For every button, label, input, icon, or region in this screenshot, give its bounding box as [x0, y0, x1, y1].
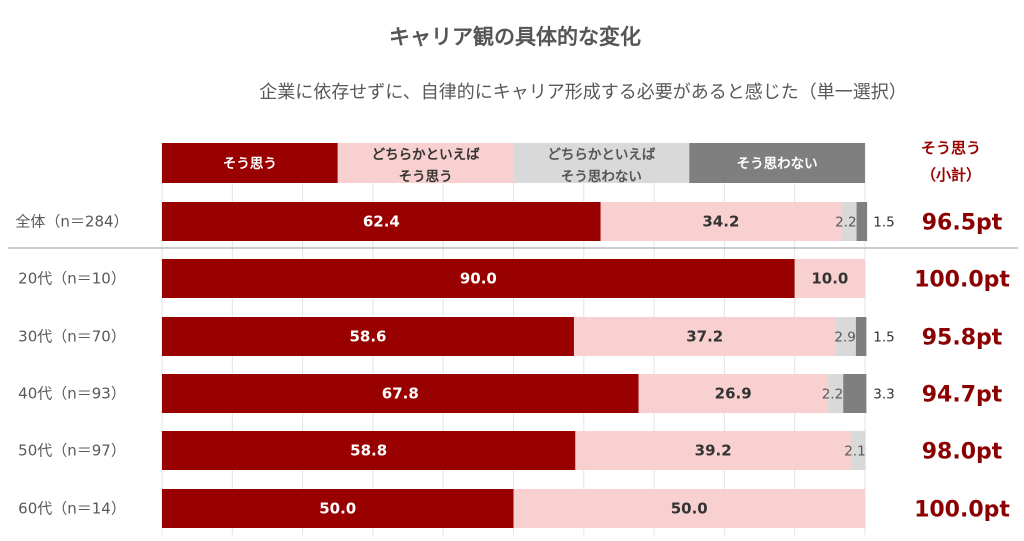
bar-segment — [855, 317, 867, 356]
data-label: 34.2 — [702, 213, 739, 231]
data-label: 10.0 — [811, 270, 848, 288]
data-label: 90.0 — [460, 270, 497, 288]
legend-label: そう思う — [223, 156, 277, 172]
bar-segment — [841, 202, 857, 241]
category-label: 30代（n＝70） — [18, 328, 126, 346]
bar-segment — [835, 317, 856, 356]
legend-swatch — [513, 143, 690, 183]
bar-segment — [600, 202, 842, 241]
legend-label: そう思わない — [737, 156, 818, 172]
subtotal-header-label: そう思う — [921, 139, 981, 157]
bar-segment — [162, 202, 601, 241]
bar-segment — [843, 374, 867, 413]
bar-segment — [856, 202, 868, 241]
category-label: 40代（n＝93） — [18, 385, 126, 403]
legend-label: そう思う — [399, 169, 453, 185]
category-label: 全体（n＝284） — [15, 213, 128, 231]
subtotal-value: 96.5pt — [922, 211, 1003, 236]
legend-swatch — [337, 143, 514, 183]
bar-row: 全体（n＝284） 62.4 34.2 2.2 1.5 96.5pt — [15, 202, 1003, 241]
legend-label: どちらかといえば — [372, 147, 480, 163]
chart-subtitle: 企業に依存せずに、自律的にキャリア形成する必要があると感じた（単一選択） — [259, 82, 906, 103]
bar-segment — [573, 317, 836, 356]
data-label: 58.6 — [349, 328, 386, 346]
subtotal-header: そう思う （小計） — [921, 139, 981, 184]
bar-row: 20代（n＝10） 90.0 10.0 100.0pt — [18, 259, 1010, 298]
legend-swatch — [162, 143, 338, 183]
bar-segment — [794, 259, 865, 298]
bar-segment — [162, 489, 514, 528]
bar-row: 50代（n＝97） 58.8 39.2 2.1 98.0pt — [18, 431, 1003, 470]
data-label: 50.0 — [319, 500, 356, 518]
data-label: 2.2 — [835, 215, 856, 231]
data-label: 50.0 — [671, 500, 708, 518]
data-label: 26.9 — [715, 385, 752, 403]
bar-segment — [827, 374, 844, 413]
data-label: 37.2 — [686, 328, 723, 346]
data-label: 58.8 — [350, 442, 387, 460]
bar-segment — [162, 259, 795, 298]
bar-segment — [162, 317, 574, 356]
subtotal-value: 100.0pt — [914, 498, 1010, 523]
bar-row: 30代（n＝70） 58.6 37.2 2.9 1.5 95.8pt — [18, 317, 1003, 356]
chart-title: キャリア観の具体的な変化 — [389, 25, 641, 49]
bar-row: 60代（n＝14） 50.0 50.0 100.0pt — [18, 489, 1010, 528]
subtotal-value: 100.0pt — [914, 268, 1010, 293]
legend-label: どちらかといえば — [547, 147, 655, 163]
data-label: 3.3 — [873, 387, 894, 403]
data-label: 62.4 — [363, 213, 400, 231]
bar-row: 40代（n＝93） 67.8 26.9 2.2 3.3 94.7pt — [18, 374, 1003, 413]
bar-segment — [850, 431, 866, 470]
legend-swatch — [689, 143, 865, 183]
bar-segment — [513, 489, 865, 528]
data-label: 2.2 — [822, 387, 843, 403]
subtotal-value: 95.8pt — [922, 326, 1003, 351]
data-label: 2.1 — [844, 444, 865, 460]
legend-label: そう思わない — [561, 169, 642, 185]
bar-segment — [638, 374, 828, 413]
bar-segment — [162, 431, 576, 470]
bar-segment — [575, 431, 851, 470]
data-label: 39.2 — [695, 442, 732, 460]
subtotal-value: 94.7pt — [922, 383, 1003, 408]
data-label: 1.5 — [873, 215, 894, 231]
bar-segment — [162, 374, 639, 413]
data-label: 67.8 — [382, 385, 419, 403]
rows: 全体（n＝284） 62.4 34.2 2.2 1.5 96.5pt 20代（n＝10） 90… — [15, 202, 1010, 528]
category-label: 50代（n＝97） — [18, 442, 126, 460]
category-label: 20代（n＝10） — [18, 270, 126, 288]
data-label: 2.9 — [834, 330, 855, 346]
data-label: 1.5 — [873, 330, 894, 346]
subtotal-header-label: （小計） — [921, 166, 981, 184]
subtotal-value: 98.0pt — [922, 440, 1003, 465]
category-label: 60代（n＝14） — [18, 500, 126, 518]
